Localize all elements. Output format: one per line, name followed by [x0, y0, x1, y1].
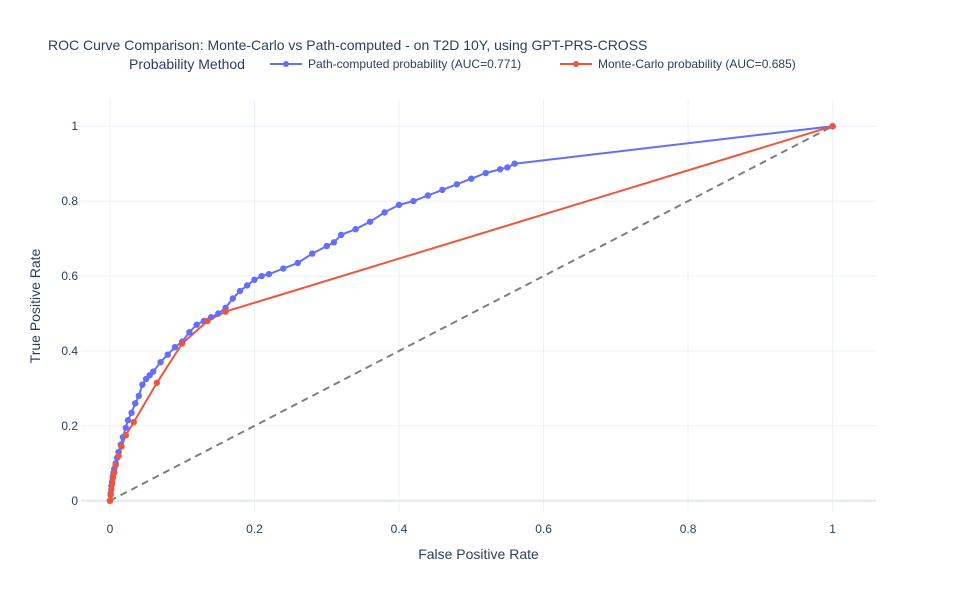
series-1-point-2: [108, 486, 115, 493]
series-0-point-34: [251, 276, 258, 283]
series-0-point-53: [496, 166, 504, 173]
series-1-point-4: [109, 475, 117, 482]
legend-item-monte-carlo[interactable]: Monte-Carlo probability (AUC=0.685): [558, 57, 796, 71]
series-1-point-8: [118, 443, 125, 450]
chart-title: ROC Curve Comparison: Monte-Carlo vs Pat…: [48, 37, 648, 53]
series-0-point-37: [280, 265, 287, 272]
series-0-point-12: [122, 424, 130, 431]
series-1-point-1: [107, 491, 114, 499]
series-0-point-41: [330, 239, 338, 246]
legend-swatch-path-computed: [270, 61, 302, 67]
series-0-point-52: [482, 169, 489, 177]
series-0-point-16: [135, 392, 143, 400]
series-0-point-51: [468, 175, 475, 182]
x-tick-label-3: 0.6: [535, 522, 552, 536]
series-0-point-29: [215, 310, 222, 317]
series-0-point-42: [337, 231, 345, 239]
x-tick-label-2: 0.4: [391, 522, 408, 536]
x-tick-label-4: 0.8: [680, 522, 697, 536]
series-0-point-35: [258, 272, 265, 280]
y-tick-label-2: 0.4: [61, 344, 78, 358]
legend-title: Probability Method: [129, 56, 245, 72]
series-1-point-10: [130, 418, 137, 426]
series-1-point-11: [153, 379, 161, 386]
series-0-point-39: [309, 250, 316, 257]
series-0-point-47: [410, 197, 417, 205]
y-tick-label-5: 1: [71, 119, 78, 133]
series-0-point-55: [511, 160, 518, 167]
series-0-point-26: [193, 321, 200, 328]
y-tick-label-0: 0: [71, 494, 78, 508]
series-0-point-31: [229, 295, 236, 302]
y-tick-label-4: 0.8: [61, 194, 78, 208]
series-1-point-13: [204, 317, 211, 325]
series-0-point-21: [157, 358, 164, 366]
diagonal-reference-line: [109, 125, 834, 502]
series-0-point-48: [424, 192, 432, 199]
legend-label-path-computed: Path-computed probability (AUC=0.771): [308, 57, 522, 71]
series-1-point-3: [108, 480, 116, 488]
series-1-point-7: [115, 452, 122, 460]
series-0-point-49: [439, 186, 446, 194]
series-0-point-32: [236, 287, 244, 295]
legend-swatch-monte-carlo: [560, 61, 592, 67]
y-tick-label-3: 0.6: [61, 269, 78, 283]
series-0-point-36: [265, 270, 273, 278]
series-0-point-45: [381, 209, 388, 216]
series-1-point-14: [222, 308, 229, 315]
series-0-point-13: [124, 417, 132, 424]
x-tick-label-1: 0.2: [246, 522, 263, 536]
series-0-point-14: [128, 409, 135, 416]
series-0-point-15: [132, 400, 139, 407]
series-1-point-0: [106, 497, 114, 504]
series-0-point-44: [366, 218, 374, 225]
legend: Probability Method Path-computed probabi…: [0, 55, 956, 75]
legend-label-monte-carlo: Monte-Carlo probability (AUC=0.685): [598, 57, 796, 71]
series-0-point-23: [171, 344, 179, 351]
x-axis-title: False Positive Rate: [418, 546, 539, 562]
series-0-point-50: [453, 181, 461, 188]
series-0-point-17: [139, 381, 146, 388]
x-tick-label-0: 0: [107, 522, 114, 536]
series-1-point-6: [112, 461, 119, 469]
series-1-point-5: [111, 469, 118, 476]
series-1-point-15: [829, 123, 836, 130]
x-tick-label-5: 1: [829, 522, 836, 536]
series-0-point-22: [164, 351, 171, 358]
legend-item-path-computed[interactable]: Path-computed probability (AUC=0.771): [268, 57, 521, 71]
series-0-point-33: [244, 282, 251, 289]
series-0-point-40: [323, 242, 330, 250]
series-0-point-43: [352, 226, 359, 233]
series-0-point-38: [294, 259, 302, 267]
series-0-point-25: [186, 329, 193, 336]
series-0-point-46: [395, 201, 403, 209]
series-1-point-9: [122, 432, 130, 439]
series-0-point-54: [504, 164, 511, 171]
series-0-point-20: [150, 368, 157, 375]
y-axis-title: True Positive Rate: [27, 248, 43, 363]
y-tick-label-1: 0.2: [61, 419, 78, 433]
series-1-point-12: [178, 340, 186, 347]
